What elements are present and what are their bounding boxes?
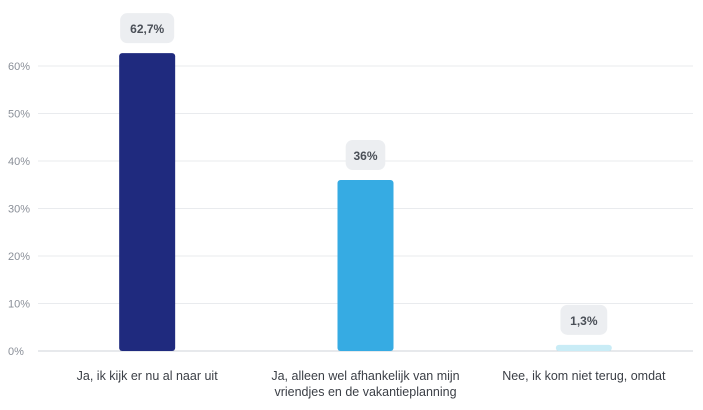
category-label: vriendjes en de vakantieplanning [274, 385, 456, 399]
y-tick-label: 0% [8, 346, 24, 358]
data-label: 1,3% [570, 314, 598, 328]
data-label-bubble [120, 13, 175, 44]
y-tick-label: 30% [8, 204, 30, 216]
bar [337, 180, 394, 351]
bars [119, 53, 612, 352]
y-tick-label: 60% [8, 61, 30, 73]
data-label: 36% [353, 149, 377, 163]
data-label: 62,7% [130, 22, 164, 36]
bar [119, 53, 176, 352]
category-label: Nee, ik kom niet terug, omdat [502, 369, 666, 383]
x-axis-categories: Ja, ik kijk er nu al naar uit Ja, alleen … [77, 369, 666, 399]
category-label: Ja, ik kijk er nu al naar uit [77, 369, 219, 383]
data-labels: 62,7% 36% 1,3% [120, 13, 608, 335]
bar [555, 344, 612, 351]
data-label-bubble [345, 140, 386, 170]
y-axis-ticks: 0% 10% 20% 30% 40% 50% 60% [8, 61, 30, 358]
y-tick-label: 10% [8, 299, 30, 311]
category-label: Ja, alleen wel afhankelijk van mijn [271, 369, 459, 383]
y-tick-label: 50% [8, 109, 30, 121]
data-label-bubble [560, 304, 608, 335]
y-tick-label: 40% [8, 156, 30, 168]
y-tick-label: 20% [8, 251, 30, 263]
